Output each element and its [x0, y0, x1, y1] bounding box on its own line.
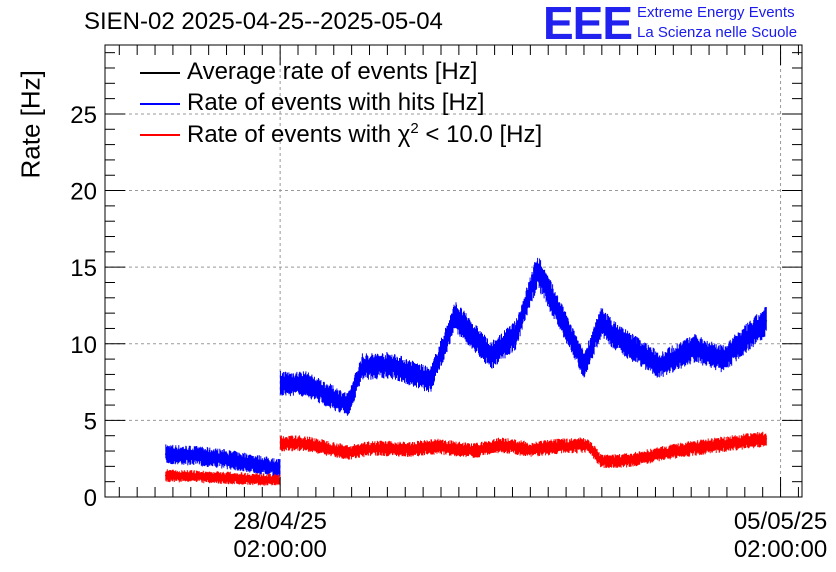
legend-label-chi2: Rate of events with χ2 < 10.0 [Hz]: [187, 120, 542, 149]
data-point: [361, 365, 364, 368]
axis-ticks: [105, 45, 802, 498]
y-tick-label: 15: [70, 255, 97, 282]
data-point: [490, 355, 492, 357]
data-point: [515, 333, 517, 336]
y-tick-label: 0: [84, 485, 97, 512]
data-point: [693, 347, 696, 350]
data-point: [611, 333, 614, 336]
logo-line-1: Extreme Energy Events: [637, 4, 795, 21]
data-point: [722, 358, 725, 360]
data-point: [472, 450, 474, 452]
series-layer: [164, 257, 768, 486]
data-point: [408, 448, 410, 451]
data-point: [275, 479, 278, 481]
data-point: [536, 269, 539, 272]
x-tick-time: 02:00:00: [733, 536, 828, 563]
data-point: [164, 453, 167, 455]
chi-prefix: Rate of events with: [187, 121, 398, 148]
grid: [105, 45, 802, 497]
x-tick-date: 28/04/25: [233, 508, 327, 535]
data-point: [583, 364, 585, 367]
legend-line-hits: [140, 103, 180, 105]
eee-logo: EEE: [543, 0, 633, 49]
plot-frame: [104, 44, 803, 498]
data-point: [658, 364, 660, 367]
x-tick-label: 28/04/25 02:00:00: [210, 508, 350, 564]
x-tick-time: 02:00:00: [233, 536, 327, 563]
data-point: [601, 319, 603, 322]
data-point: [436, 445, 439, 448]
legend-label-average: Average rate of events [Hz]: [187, 58, 478, 85]
x-tick-date: 05/05/25: [733, 508, 828, 535]
data-point: [250, 462, 253, 465]
data-point: [207, 476, 210, 478]
data-point: [601, 460, 603, 463]
data-point: [164, 474, 167, 477]
data-point: [304, 442, 306, 445]
data-point: [765, 437, 768, 440]
data-point: [275, 467, 278, 469]
series-2: [164, 431, 768, 486]
data-point: [658, 453, 660, 455]
data-point: [390, 364, 392, 367]
chi-symbol: χ: [397, 121, 411, 148]
data-point: [372, 447, 374, 449]
y-tick-label: 20: [70, 179, 97, 206]
logo-caption: Extreme Energy Events La Scienza nelle S…: [637, 3, 797, 43]
series-line: [165, 257, 767, 478]
data-point: [243, 477, 246, 480]
data-point: [558, 445, 560, 448]
data-point: [429, 379, 432, 382]
data-point: [529, 448, 532, 451]
chart-title: SIEN-02 2025-04-25--2025-05-04: [84, 8, 443, 35]
chi-superscript: 2: [410, 120, 419, 137]
data-point: [558, 312, 560, 314]
data-point: [222, 457, 224, 460]
data-point: [765, 319, 768, 322]
data-point: [347, 451, 349, 454]
x-tick-label: 05/05/25 02:00:00: [711, 508, 836, 564]
legend-line-chi2: [140, 134, 180, 136]
legend-label-hits: Rate of events with hits [Hz]: [187, 89, 485, 116]
data-point: [693, 447, 696, 449]
data-point: [586, 444, 589, 446]
data-point: [304, 382, 306, 385]
logo-line-2: La Scienza nelle Scuole: [637, 24, 798, 41]
y-tick-label: 5: [84, 408, 97, 435]
data-point: [454, 315, 457, 318]
y-tick-label: 25: [70, 102, 97, 129]
legend-line-average: [140, 72, 180, 74]
y-tick-label: 10: [70, 332, 97, 359]
data-point: [193, 454, 196, 457]
chi-suffix: < 10.0 [Hz]: [418, 121, 543, 148]
data-point: [347, 404, 349, 406]
data-point: [729, 442, 732, 445]
data-point: [500, 444, 503, 446]
y-tick-labels: 0 5 10 15 20 25: [70, 102, 97, 512]
data-point: [629, 459, 632, 462]
data-point: [626, 342, 628, 345]
series-1: [164, 257, 768, 478]
